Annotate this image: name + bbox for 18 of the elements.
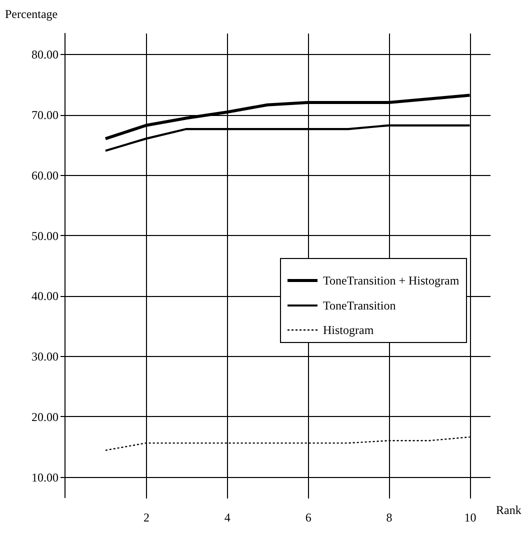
x-tick-label: 6	[305, 510, 312, 524]
y-tick-label: 10.00	[32, 470, 58, 484]
x-tick-label: 4	[224, 510, 230, 524]
y-tick-label: 20.00	[32, 410, 58, 424]
x-tick-label: 2	[143, 510, 150, 524]
legend-label: ToneTransition	[323, 298, 396, 312]
y-tick-label: 30.00	[32, 350, 58, 364]
x-tick-label: 10	[464, 510, 476, 524]
y-tick-label: 70.00	[32, 108, 58, 122]
y-tick-label: 40.00	[32, 289, 58, 304]
x-tick-label: 8	[386, 510, 392, 524]
legend-label: Histogram	[323, 323, 374, 337]
y-tick-label: 50.00	[32, 228, 58, 243]
y-tick-label: 60.00	[32, 168, 58, 182]
y-tick-label: 80.00	[32, 48, 58, 62]
legend-label: ToneTransition + Histogram	[323, 274, 460, 288]
x-axis-title: Rank	[496, 503, 522, 517]
y-axis-title: Percentage	[5, 7, 58, 21]
